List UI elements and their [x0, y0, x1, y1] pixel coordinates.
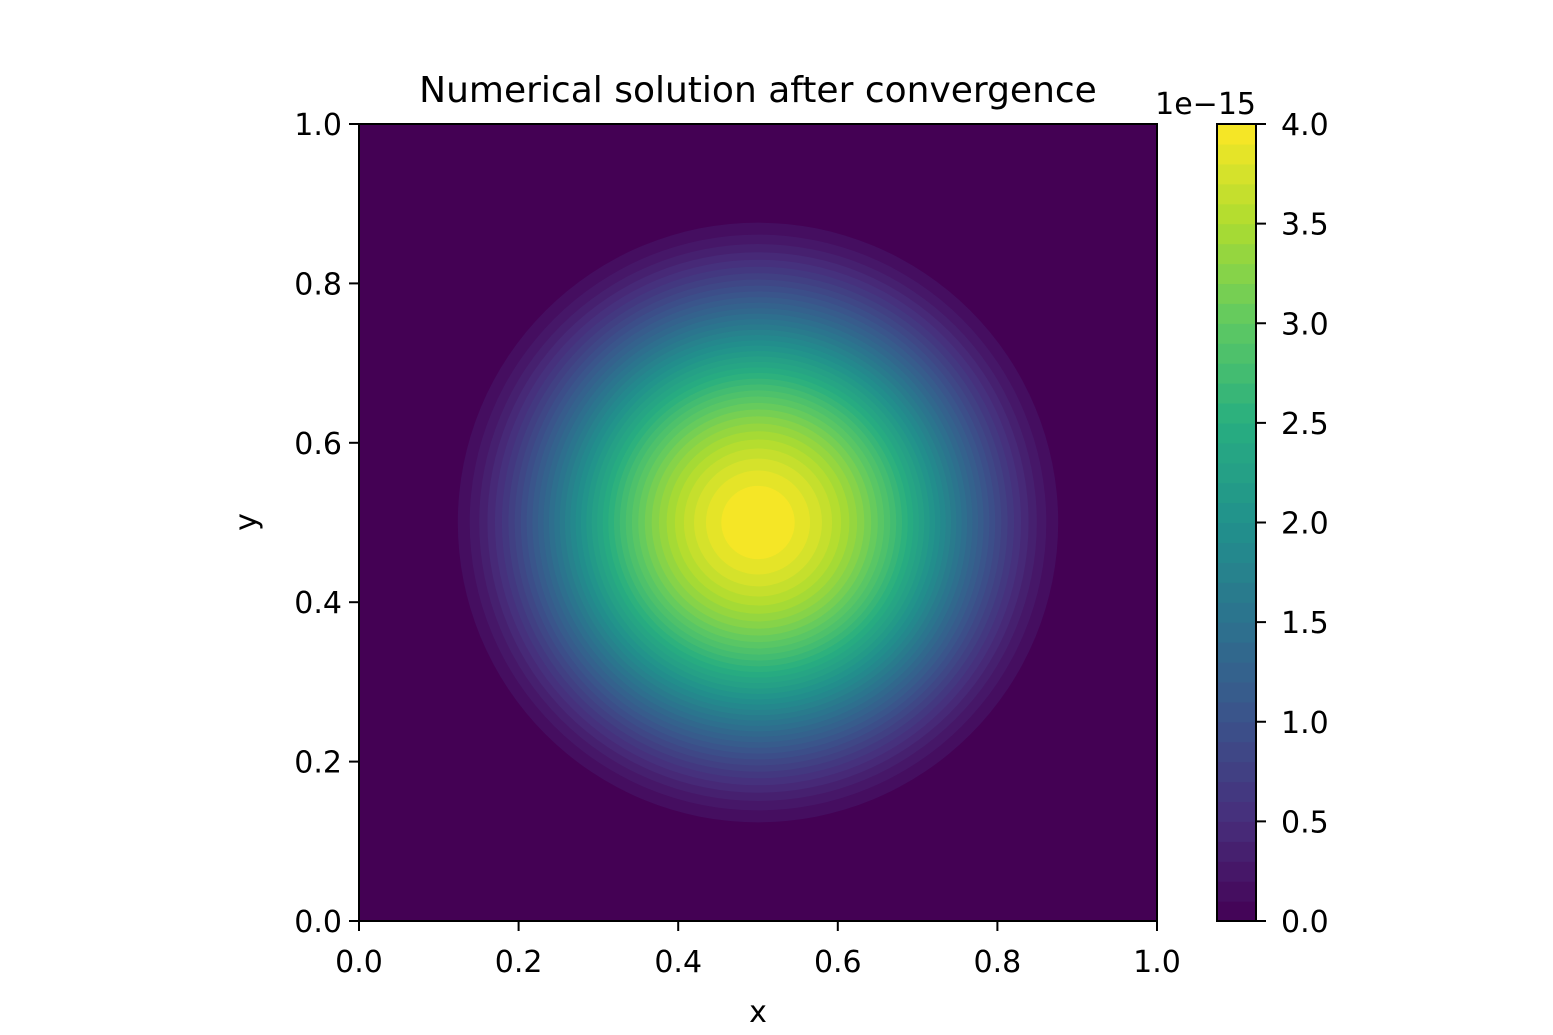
colorbar-tick-label: 3.0	[1281, 307, 1329, 342]
y-tick-label: 0.2	[294, 746, 342, 781]
plot-area	[358, 123, 1158, 922]
colorbar-band	[1217, 642, 1256, 663]
colorbar-band	[1217, 761, 1256, 783]
colorbar: 0.0 0.5 1.0 1.5 2.0 2.5 3.0 3.5 4.0 1e−15	[1155, 87, 1329, 940]
colorbar-band	[1217, 163, 1256, 185]
colorbar-ticks: 0.0 0.5 1.0 1.5 2.0 2.5 3.0 3.5 4.0	[1256, 108, 1329, 940]
colorbar-tick-label: 1.5	[1281, 606, 1329, 641]
colorbar-tick-label: 1.0	[1281, 706, 1329, 741]
colorbar-band	[1217, 701, 1256, 723]
colorbar-band	[1217, 303, 1256, 324]
colorbar-band	[1217, 243, 1256, 265]
colorbar-band	[1217, 562, 1256, 583]
colorbar-band	[1217, 781, 1256, 803]
colorbar-level-bands	[1217, 124, 1256, 922]
colorbar-band	[1217, 522, 1256, 544]
colorbar-band	[1217, 881, 1256, 902]
colorbar-band	[1217, 143, 1256, 165]
colorbar-band	[1217, 323, 1256, 344]
y-tick-label: 0.8	[294, 267, 342, 302]
plot-frame	[358, 123, 1158, 922]
colorbar-scale-label: 1e−15	[1155, 87, 1256, 122]
colorbar-band	[1217, 482, 1256, 504]
contour-fills	[457, 222, 1059, 823]
colorbar-tick-label: 4.0	[1281, 108, 1329, 143]
colorbar-band	[1217, 542, 1256, 563]
colorbar-band	[1217, 124, 1256, 145]
colorbar-band	[1217, 363, 1256, 384]
colorbar-band	[1217, 462, 1256, 484]
colorbar-band	[1217, 383, 1256, 404]
colorbar-band	[1217, 681, 1256, 703]
colorbar-tick-label: 0.0	[1281, 905, 1329, 940]
x-axis-label: x	[749, 995, 767, 1030]
colorbar-band	[1217, 582, 1256, 603]
colorbar-tick-label: 0.5	[1281, 805, 1329, 840]
colorbar-band	[1217, 283, 1256, 304]
colorbar-band	[1217, 741, 1256, 763]
y-axis-ticks: 0.0 0.2 0.4 0.6 0.8 1.0	[294, 108, 359, 940]
colorbar-band	[1217, 901, 1256, 922]
y-tick-label: 0.0	[294, 905, 342, 940]
y-tick-label: 1.0	[294, 108, 342, 143]
y-tick-label: 0.4	[294, 586, 342, 621]
colorbar-tick-label: 2.0	[1281, 507, 1329, 542]
colorbar-band	[1217, 442, 1256, 464]
colorbar-band	[1217, 422, 1256, 444]
colorbar-band	[1217, 622, 1256, 643]
x-tick-label: 0.0	[335, 945, 383, 980]
x-tick-label: 0.4	[654, 945, 702, 980]
colorbar-band	[1217, 721, 1256, 743]
colorbar-band	[1217, 821, 1256, 842]
chart-title: Numerical solution after convergence	[419, 70, 1097, 111]
x-tick-label: 0.2	[495, 945, 543, 980]
colorbar-band	[1217, 402, 1256, 424]
colorbar-band	[1217, 263, 1256, 285]
x-tick-label: 0.6	[814, 945, 862, 980]
y-axis-label: y	[229, 513, 264, 531]
colorbar-band	[1217, 343, 1256, 364]
colorbar-band	[1217, 183, 1256, 205]
y-tick-label: 0.6	[294, 427, 342, 462]
colorbar-tick-label: 3.5	[1281, 208, 1329, 243]
x-tick-label: 0.8	[974, 945, 1022, 980]
colorbar-band	[1217, 801, 1256, 822]
colorbar-band	[1217, 602, 1256, 623]
colorbar-band	[1217, 502, 1256, 524]
x-axis-ticks: 0.0 0.2 0.4 0.6 0.8 1.0	[335, 921, 1181, 980]
colorbar-band	[1217, 841, 1256, 862]
colorbar-band	[1217, 661, 1256, 683]
colorbar-band	[1217, 203, 1256, 225]
x-tick-label: 1.0	[1133, 945, 1181, 980]
colorbar-band	[1217, 223, 1256, 245]
colorbar-tick-label: 2.5	[1281, 407, 1329, 442]
contour-level-39	[721, 485, 795, 560]
colorbar-band	[1217, 861, 1256, 882]
